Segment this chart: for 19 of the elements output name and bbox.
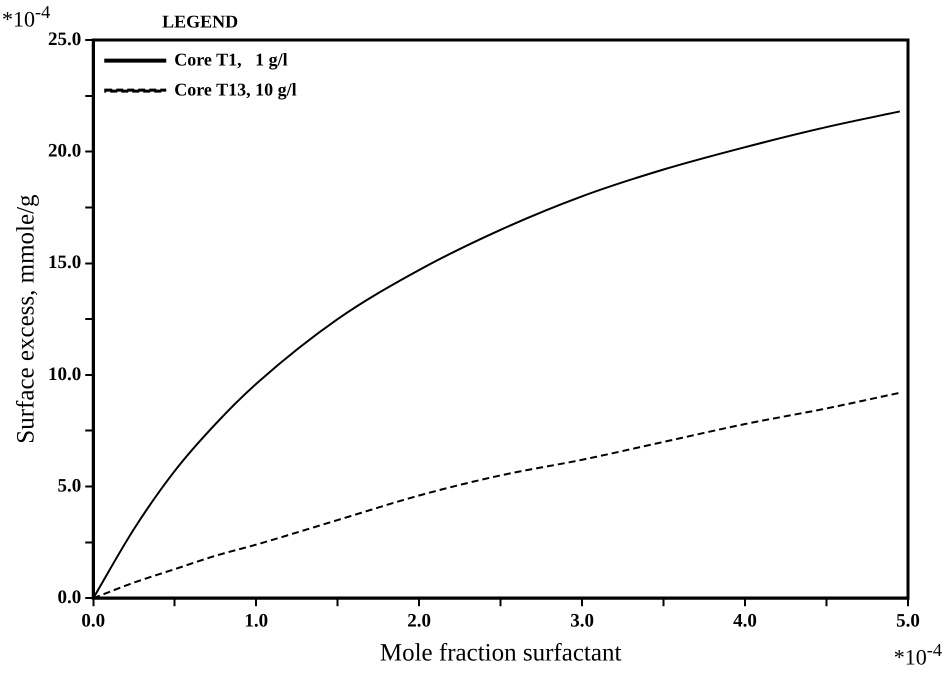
x-tick-label: 0.0 xyxy=(81,610,106,632)
y-tick-label: 15.0 xyxy=(48,252,82,274)
legend-title: LEGEND xyxy=(162,12,238,32)
x-axis-title: Mole fraction surfactant xyxy=(380,640,622,667)
x-tick-label: 1.0 xyxy=(244,610,268,632)
y-tick-label: 25.0 xyxy=(48,28,82,50)
y-axis-title: Surface excess, mmole/g xyxy=(12,194,40,444)
x-tick-label: 2.0 xyxy=(407,610,432,632)
x-tick-label: 4.0 xyxy=(733,610,757,632)
y-tick-label: 0.0 xyxy=(58,587,82,608)
y-tick-label: 10.0 xyxy=(48,364,82,385)
legend-label: Core T1, 1 g/l xyxy=(174,49,288,70)
x-tick-label: 5.0 xyxy=(896,610,920,632)
legend-label: Core T13, 10 g/l xyxy=(174,79,297,100)
y-tick-label: 5.0 xyxy=(58,475,82,496)
x-tick-label: 3.0 xyxy=(570,610,594,632)
text: *10$^{-4}$ xyxy=(894,640,942,670)
text: *10$^{-4}$ xyxy=(2,2,50,32)
y-tick-label: 20.0 xyxy=(48,140,82,162)
